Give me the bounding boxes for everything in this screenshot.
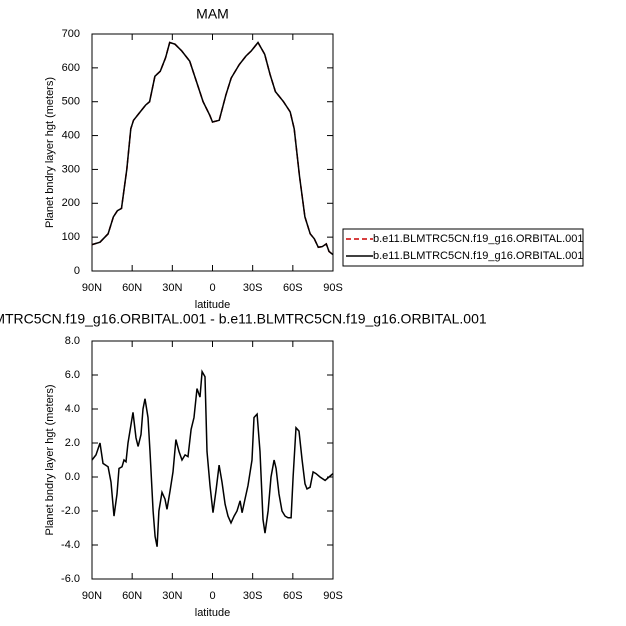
y-tick-label: 6.0 bbox=[65, 369, 80, 381]
x-axis-label: latitude bbox=[195, 607, 230, 619]
series-line bbox=[91, 41, 334, 256]
y-tick-label: -4.0 bbox=[61, 539, 80, 551]
y-tick-label: 400 bbox=[62, 129, 80, 141]
legend-label: b.e11.BLMTRC5CN.f19_g16.ORBITAL.001 bbox=[373, 250, 584, 262]
y-tick-label: 100 bbox=[62, 231, 80, 243]
y-tick-label: 2.0 bbox=[65, 437, 80, 449]
x-tick-label: 90N bbox=[82, 282, 102, 294]
y-tick-label: -6.0 bbox=[61, 573, 80, 585]
x-tick-label: 30N bbox=[162, 590, 182, 602]
y-tick-label: -2.0 bbox=[61, 505, 80, 517]
y-tick-label: 0 bbox=[74, 265, 80, 277]
y-tick-label: 500 bbox=[62, 96, 80, 108]
y-tick-label: 700 bbox=[62, 28, 80, 40]
x-tick-label: 90S bbox=[323, 282, 343, 294]
y-tick-label: 0.0 bbox=[65, 471, 80, 483]
y-tick-label: 600 bbox=[62, 62, 80, 74]
x-tick-label: 30S bbox=[243, 590, 263, 602]
y-tick-label: 300 bbox=[62, 163, 80, 175]
x-tick-label: 0 bbox=[209, 590, 215, 602]
chart-title: b.e11.BLMTRC5CN.f19_g16.ORBITAL.001 - b.… bbox=[0, 311, 487, 327]
x-tick-label: 0 bbox=[209, 282, 215, 294]
x-tick-label: 30N bbox=[162, 282, 182, 294]
y-tick-label: 8.0 bbox=[65, 335, 80, 347]
series-line bbox=[91, 369, 334, 547]
plot-frame bbox=[91, 340, 334, 580]
y-tick-label: 4.0 bbox=[65, 403, 80, 415]
x-tick-label: 30S bbox=[243, 282, 263, 294]
legend-label: b.e11.BLMTRC5CN.f19_g16.ORBITAL.001 bbox=[373, 233, 584, 245]
x-tick-label: 90N bbox=[82, 590, 102, 602]
x-tick-label: 60S bbox=[283, 282, 303, 294]
x-tick-label: 60N bbox=[122, 282, 142, 294]
plot-frame bbox=[91, 33, 334, 272]
x-tick-label: 90S bbox=[323, 590, 343, 602]
y-tick-label: 200 bbox=[62, 197, 80, 209]
x-tick-label: 60S bbox=[283, 590, 303, 602]
legend-box bbox=[342, 228, 584, 267]
x-axis-label: latitude bbox=[195, 299, 230, 311]
x-tick-label: 60N bbox=[122, 590, 142, 602]
y-axis-label: Planet bndry layer hgt (meters) bbox=[44, 77, 56, 228]
y-axis-label: Planet bndry layer hgt (meters) bbox=[44, 384, 56, 535]
chart-title: MAM bbox=[196, 6, 229, 22]
